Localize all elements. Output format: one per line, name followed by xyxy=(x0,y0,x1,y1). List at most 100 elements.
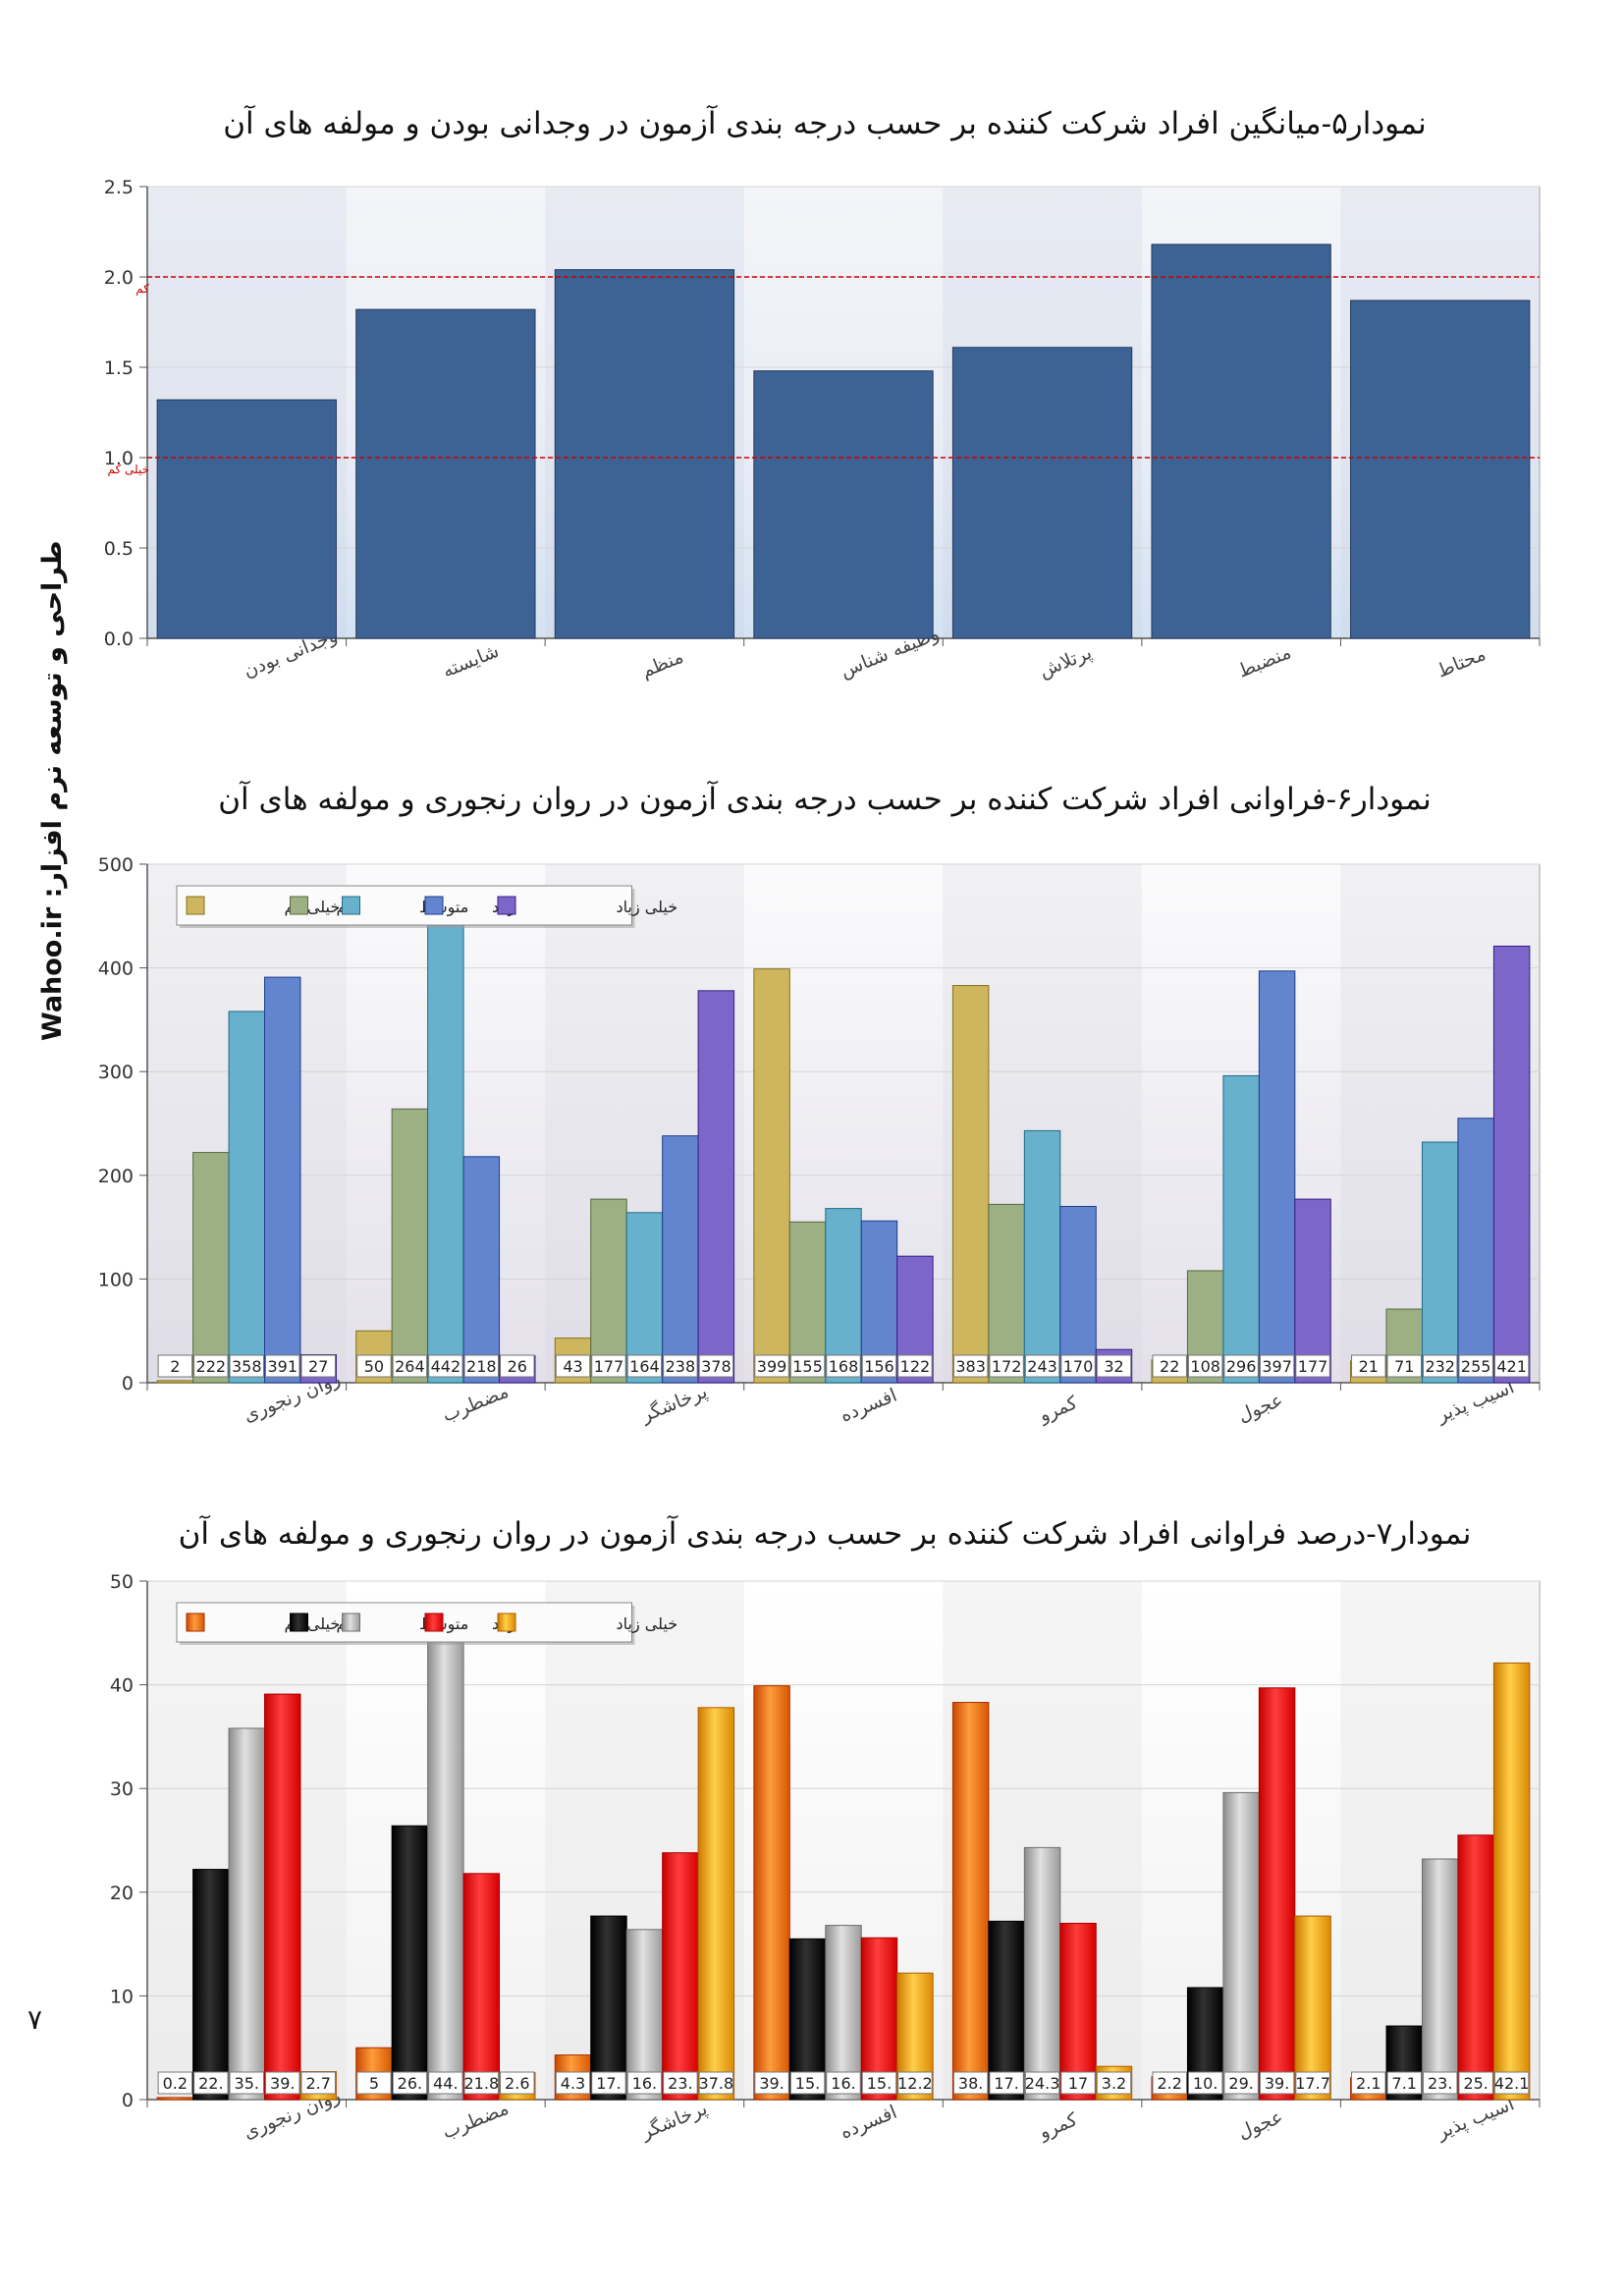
c3-data-label-box xyxy=(1223,2071,1259,2095)
c3-bar xyxy=(662,1852,699,2101)
c3-data-label: 17. xyxy=(994,2074,1018,2093)
c2-data-label: 218 xyxy=(466,1357,497,1376)
c1-x-category-label: محتاط xyxy=(1434,643,1489,683)
c3-data-label: 38. xyxy=(958,2074,983,2093)
c1-x-category-label: شایسته xyxy=(439,640,502,683)
c3-data-label-box xyxy=(1096,2071,1132,2095)
c3-data-label-box xyxy=(789,2071,826,2095)
c1-reference-label: خیلی کم xyxy=(107,463,149,476)
c3-data-label: 23. xyxy=(1428,2074,1452,2093)
c2-data-label: 164 xyxy=(629,1357,660,1376)
c2-data-label: 296 xyxy=(1226,1357,1257,1376)
c2-data-label: 168 xyxy=(829,1357,859,1376)
c3-bar xyxy=(462,1873,501,2101)
c3-data-label-box xyxy=(754,2071,789,2095)
c3-bar xyxy=(1059,1922,1097,2101)
c3-x-category-label: کمرو xyxy=(1035,2108,1081,2144)
c3-data-label: 35. xyxy=(235,2074,259,2093)
c2-bar xyxy=(825,1208,862,1384)
c3-bar xyxy=(192,1869,230,2101)
c3-data-label: 25. xyxy=(1463,2074,1488,2093)
c3-legend-swatch xyxy=(424,1613,444,1632)
c2-data-label-box xyxy=(1422,1354,1458,1378)
c2-data-label-box xyxy=(229,1354,265,1378)
c3-legend-swatch xyxy=(497,1613,516,1632)
c2-x-category-label: افسرده xyxy=(838,1385,900,1427)
c2-data-label-box xyxy=(626,1354,663,1378)
c3-data-label-box xyxy=(897,2071,933,2095)
c3-data-label: 22. xyxy=(198,2074,223,2093)
c2-bar xyxy=(192,1152,230,1384)
c2-bar xyxy=(1421,1141,1459,1384)
c2-data-label: 122 xyxy=(900,1357,931,1376)
c2-bar xyxy=(228,1011,266,1384)
c2-data-label: 50 xyxy=(364,1357,384,1376)
c3-data-label: 17. xyxy=(596,2074,621,2093)
c2-data-label-box xyxy=(1351,1354,1386,1378)
c2-data-label: 232 xyxy=(1425,1357,1455,1376)
c1-y-tick-label: 0.5 xyxy=(104,538,134,560)
c2-data-label: 177 xyxy=(1298,1357,1328,1376)
c1-bar xyxy=(753,370,934,639)
c3-data-label-box xyxy=(1060,2071,1096,2095)
c1-x-category-label: منظم xyxy=(638,646,686,683)
c3-data-label: 16. xyxy=(831,2074,855,2093)
c2-data-label-box xyxy=(1024,1354,1060,1378)
c3-data-label: 2.7 xyxy=(305,2074,330,2093)
c2-data-label: 243 xyxy=(1027,1357,1057,1376)
c2-bar xyxy=(662,1135,699,1384)
c2-bar xyxy=(391,1108,429,1384)
c3-bar xyxy=(228,1727,266,2101)
c2-data-label: 32 xyxy=(1104,1357,1123,1376)
c2-data-label: 255 xyxy=(1461,1357,1491,1376)
chart3-title: نمودار۷-درصد فراوانی افراد شرکت کننده بر… xyxy=(178,1516,1472,1552)
chart1-title: نمودار۵-میانگین افراد شرکت کننده بر حسب … xyxy=(223,106,1427,141)
c2-bar xyxy=(427,923,464,1384)
c2-data-label: 172 xyxy=(992,1357,1022,1376)
c3-data-label-box xyxy=(555,2071,591,2095)
c2-bar xyxy=(988,1203,1025,1384)
c2-data-label-box xyxy=(698,1354,734,1378)
c2-data-label: 43 xyxy=(563,1357,582,1376)
c2-data-label: 399 xyxy=(757,1357,787,1376)
c3-data-label-box xyxy=(300,2071,336,2095)
c2-legend-label: خیلی زیاد xyxy=(617,898,678,917)
c1-x-category-label: پرتلاش xyxy=(1036,641,1095,682)
c3-data-label-box xyxy=(952,2071,989,2095)
c2-data-label: 397 xyxy=(1262,1357,1292,1376)
c3-data-label-box xyxy=(1259,2071,1295,2095)
c2-bar xyxy=(951,985,990,1384)
c2-data-label: 2 xyxy=(170,1357,180,1376)
c3-x-category-label: پرخاشگر xyxy=(637,2097,711,2144)
c3-data-label-box xyxy=(1024,2071,1060,2095)
c2-data-label-box xyxy=(826,1354,861,1378)
c2-x-category-label: عجول xyxy=(1235,1390,1286,1427)
c3-y-tick-label: 30 xyxy=(110,1778,134,1800)
c3-bar xyxy=(1457,1834,1494,2101)
c2-data-label-box xyxy=(1152,1354,1187,1378)
c2-data-label-box xyxy=(1187,1354,1223,1378)
c3-data-label-box xyxy=(356,2071,392,2095)
c3-bar xyxy=(825,1925,862,2101)
c3-data-label-box xyxy=(392,2071,428,2095)
c2-y-tick-label: 300 xyxy=(98,1062,134,1083)
c1-y-tick-label: 2.5 xyxy=(104,177,134,198)
c3-data-label: 17 xyxy=(1068,2074,1088,2093)
c3-y-tick-label: 40 xyxy=(110,1675,134,1697)
c3-bar xyxy=(1492,1662,1531,2101)
c3-data-label: 15. xyxy=(867,2074,892,2093)
c3-data-label-box xyxy=(500,2071,535,2095)
c3-data-label: 2.6 xyxy=(505,2074,529,2093)
c2-bar xyxy=(590,1198,627,1384)
c3-legend xyxy=(176,1602,632,1643)
c3-data-label-box xyxy=(1152,2071,1187,2095)
c2-data-label-box xyxy=(392,1354,428,1378)
c2-data-label-box xyxy=(1493,1354,1530,1378)
c2-bar xyxy=(1457,1118,1494,1384)
c2-data-label-box xyxy=(1060,1354,1096,1378)
c3-bar xyxy=(427,1640,464,2101)
c2-data-label-box xyxy=(500,1354,535,1378)
c3-data-label-box xyxy=(663,2071,698,2095)
c3-bar xyxy=(1258,1687,1296,2101)
c3-y-tick-label: 0 xyxy=(122,2090,134,2111)
